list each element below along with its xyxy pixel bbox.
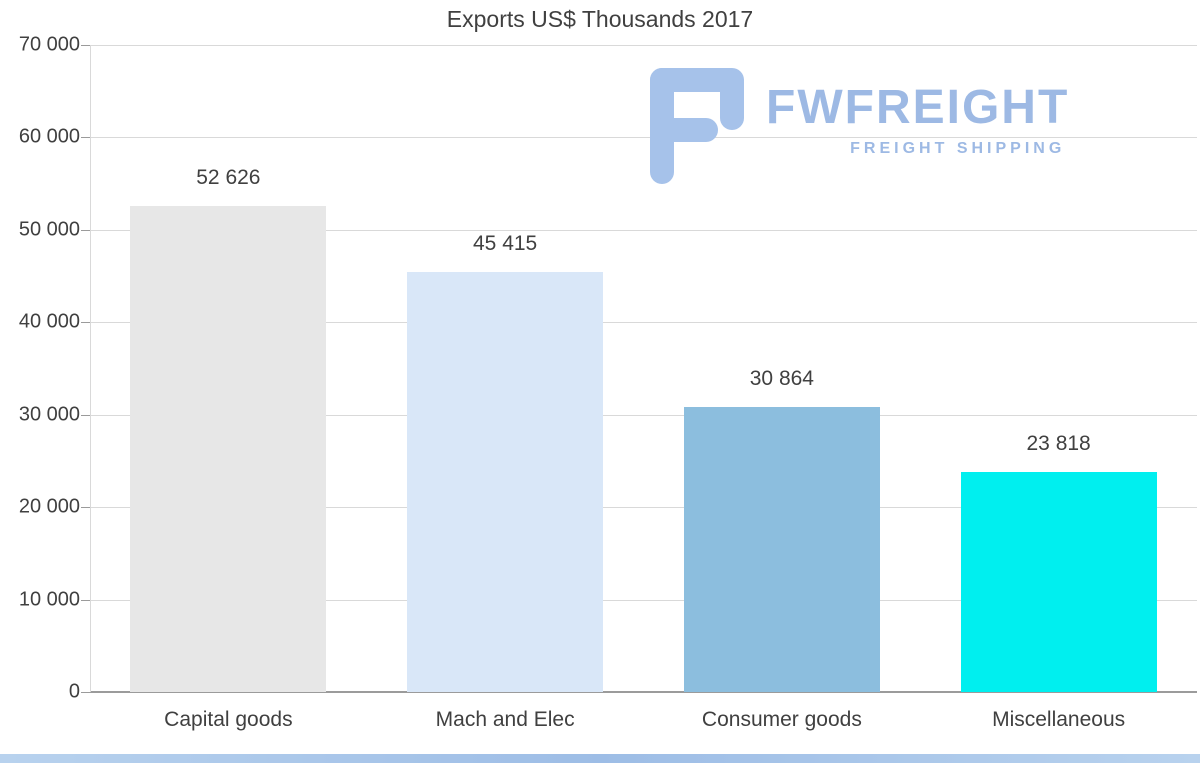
y-axis-tick-label: 10 000 [18, 588, 80, 611]
y-axis-tick [81, 414, 90, 416]
y-axis-tick [81, 322, 90, 324]
gridline [90, 599, 1197, 601]
logo-brand-text: FWFREIGHT [766, 81, 1070, 134]
gridline [90, 137, 1197, 139]
y-axis-tick-label: 30 000 [18, 403, 80, 426]
y-axis-tick-label: 50 000 [18, 218, 80, 241]
bar-mach-and-elec [407, 272, 604, 692]
gridline [90, 322, 1197, 324]
y-axis-line [90, 45, 91, 692]
y-axis-tick [81, 507, 90, 509]
y-axis-tick [81, 137, 90, 139]
y-axis-tick-label: 20 000 [18, 495, 80, 518]
logo-tagline-text: FREIGHT SHIPPING [850, 140, 1066, 157]
y-axis-tick-label: 60 000 [18, 125, 80, 148]
y-axis-tick [81, 599, 90, 601]
y-axis-tick [81, 692, 90, 693]
bar-capital-goods [130, 205, 327, 692]
gridline [90, 229, 1197, 231]
logo-text: FWFREIGHT FREIGHT SHIPPING [766, 84, 1069, 158]
gridline [90, 507, 1197, 509]
x-category-label: Consumer goods [701, 708, 862, 731]
bar-value-label: 23 818 [1026, 431, 1091, 455]
bar-value-label: 30 864 [749, 366, 814, 390]
chart-title: Exports US$ Thousands 2017 [446, 6, 754, 32]
x-category-label: Mach and Elec [435, 708, 575, 731]
y-axis-tick-label: 70 000 [18, 33, 80, 56]
bar-consumer-goods [683, 406, 880, 692]
x-category-label: Capital goods [164, 708, 293, 731]
x-category-label: Miscellaneous [992, 708, 1126, 731]
gridline [90, 45, 1197, 46]
y-axis-tick [81, 229, 90, 231]
fwfreight-logo-icon [648, 66, 748, 191]
fwfreight-logo: FWFREIGHT FREIGHT SHIPPING [648, 66, 1158, 186]
gridline [90, 414, 1197, 416]
bar-value-label: 45 415 [473, 232, 538, 256]
bar-miscellaneous [960, 471, 1157, 692]
footer-strip [0, 754, 1200, 763]
bar-value-label: 52 626 [196, 165, 261, 189]
y-axis-tick-label: 40 000 [18, 310, 80, 333]
y-axis-tick-label: 0 [68, 680, 80, 703]
y-axis-tick [81, 45, 90, 46]
gridline [90, 691, 1197, 693]
